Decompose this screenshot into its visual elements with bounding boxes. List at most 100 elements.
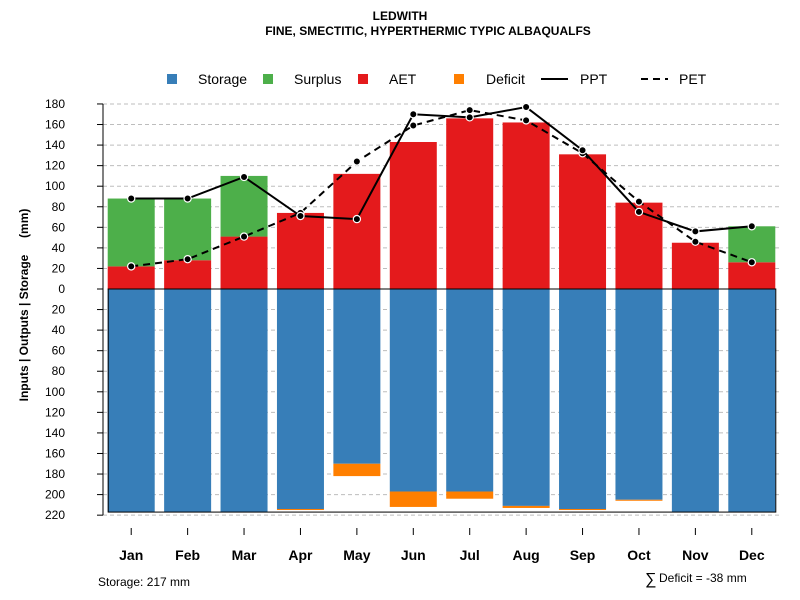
series-lines: [127, 102, 756, 271]
legend-swatch-aet: [358, 74, 368, 84]
pet-point: [521, 116, 531, 125]
aet-bar: [389, 141, 437, 289]
y-tick-label: 100: [45, 385, 65, 399]
x-tick-label: Oct: [627, 547, 651, 563]
y-tick-label: 0: [58, 282, 65, 296]
x-tick-label: Sep: [570, 547, 596, 563]
ppt-point: [127, 194, 136, 203]
storage-bar: [333, 289, 381, 464]
legend-swatch-storage: [167, 74, 177, 84]
aet-bar: [559, 154, 607, 289]
x-tick-label: Jun: [401, 547, 426, 563]
storage-bar: [559, 289, 607, 509]
deficit-bar: [502, 505, 550, 508]
y-tick-label: 140: [45, 138, 65, 152]
aet-bar: [728, 262, 776, 289]
aet-bar: [276, 212, 324, 289]
y-axis-label: Inputs | Outputs | Storage (mm): [17, 209, 31, 402]
y-tick-label: 200: [45, 488, 65, 502]
aet-bar: [107, 266, 155, 289]
chart-title: LEDWITH: [373, 9, 428, 23]
pet-line: [131, 109, 753, 268]
x-tick-label: Apr: [288, 547, 313, 563]
deficit-bar: [276, 508, 324, 511]
storage-bar: [164, 289, 212, 513]
y-tick-label: 60: [52, 220, 66, 234]
y-tick-label: 40: [52, 241, 66, 255]
ppt-point: [634, 207, 644, 217]
ppt-point: [521, 102, 531, 112]
axes: 1801601401201008060402002040608010012014…: [45, 97, 777, 563]
aet-bar: [502, 122, 550, 290]
aet-bar: [164, 260, 212, 289]
storage-bar: [728, 289, 776, 513]
ppt-point: [352, 214, 362, 224]
y-tick-label: 80: [52, 200, 66, 214]
surplus-bar: [107, 198, 155, 267]
x-tick-label: Aug: [513, 547, 540, 563]
pet-point: [634, 197, 644, 206]
chart-subtitle: FINE, SMECTITIC, HYPERTHERMIC TYPIC ALBA…: [265, 24, 591, 38]
x-tick-label: Mar: [232, 547, 257, 563]
y-tick-label: 180: [45, 97, 65, 111]
ppt-point: [183, 194, 192, 203]
ppt-point: [239, 172, 249, 182]
legend-label-surplus: Surplus: [294, 71, 341, 87]
x-tick-label: Jul: [460, 547, 480, 563]
legend: Storage Surplus AET Deficit PPT PET: [167, 71, 707, 87]
x-tick-label: Nov: [682, 547, 709, 563]
y-tick-label: 140: [45, 426, 65, 440]
x-tick-label: May: [343, 547, 370, 563]
storage-bar: [276, 289, 324, 509]
legend-label-storage: Storage: [198, 71, 247, 87]
deficit-bar: [389, 491, 437, 507]
deficit-symbol: ∑: [645, 571, 656, 588]
y-tick-label: 160: [45, 446, 65, 460]
legend-label-aet: AET: [389, 71, 417, 87]
y-tick-label: 60: [52, 344, 66, 358]
ppt-point: [296, 211, 305, 221]
pet-point: [747, 258, 756, 267]
surplus-bar: [164, 198, 212, 261]
y-tick-label: 160: [45, 118, 65, 132]
y-tick-label: 80: [52, 364, 66, 378]
aet-bar: [220, 236, 268, 289]
storage-bar: [502, 289, 550, 506]
ppt-point: [465, 113, 474, 122]
deficit-bar: [615, 499, 663, 501]
bars: [107, 118, 776, 513]
aet-bar: [446, 118, 494, 290]
surplus-bar: [220, 175, 268, 237]
y-tick-label: 20: [52, 261, 66, 275]
legend-label-pet: PET: [679, 71, 707, 87]
legend-label-ppt: PPT: [580, 71, 608, 87]
y-tick-label: 120: [45, 159, 65, 173]
deficit-bar: [333, 463, 381, 477]
storage-bar: [671, 289, 719, 513]
legend-swatch-deficit: [454, 74, 464, 84]
ppt-point: [578, 146, 587, 155]
grid-lines: [103, 103, 780, 516]
aet-bar: [671, 242, 719, 289]
pet-point: [409, 121, 418, 130]
ppt-point: [409, 110, 418, 119]
y-tick-label: 120: [45, 405, 65, 419]
ppt-line: [131, 105, 752, 233]
pet-point: [183, 254, 192, 264]
legend-swatch-surplus: [263, 74, 273, 84]
storage-bar: [615, 289, 663, 500]
pet-point: [691, 237, 700, 246]
ppt-point: [691, 227, 700, 236]
deficit-bar: [446, 491, 494, 499]
y-tick-label: 180: [45, 467, 65, 481]
aet-bar: [333, 173, 381, 289]
storage-bar: [220, 289, 268, 513]
storage-bar: [389, 289, 437, 492]
legend-label-deficit: Deficit: [486, 71, 525, 87]
x-tick-label: Jan: [119, 547, 143, 563]
storage-annotation: Storage: 217 mm: [98, 575, 190, 589]
pet-point: [239, 232, 249, 241]
pet-point: [352, 157, 362, 166]
y-tick-label: 20: [52, 303, 66, 317]
